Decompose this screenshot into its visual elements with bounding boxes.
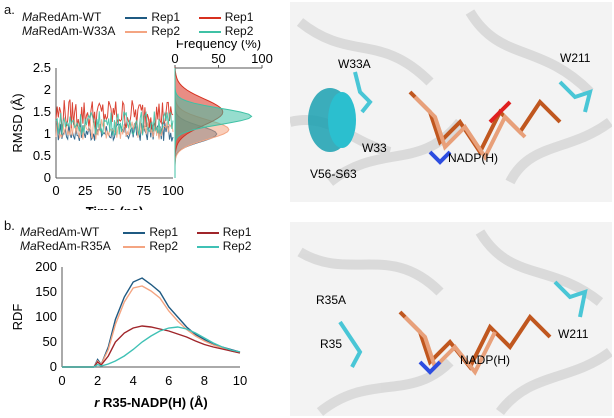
legend-entry: Rep1 — [222, 225, 252, 239]
protein-structure-a-graphic: W33A W211 W33 NADP(H) V56-S63 — [290, 9, 612, 186]
y-tick-label: 1.5 — [33, 104, 51, 119]
y-tick-label: 0.5 — [33, 148, 51, 163]
x-tick-label: 25 — [78, 183, 92, 198]
y-tick-label: 50 — [43, 334, 57, 349]
y-tick-label: 2 — [44, 82, 51, 97]
legend-name: RedAm-W33A — [38, 24, 116, 38]
legend-swatch — [125, 30, 148, 33]
label-nadph-b: NADP(H) — [460, 353, 510, 367]
rmsd-series-line — [55, 118, 174, 140]
legend-swatch — [198, 30, 221, 33]
rdf-series-line — [62, 326, 241, 368]
x-tick-label: 6 — [165, 373, 172, 388]
y-tick-label: 150 — [35, 284, 57, 299]
legend-swatch — [196, 245, 219, 248]
x-tick-label: 0 — [58, 373, 65, 388]
rdf-series-line — [62, 325, 241, 368]
label-v56-s63: V56-S63 — [310, 167, 357, 181]
legend-prefix: Ma — [20, 225, 37, 239]
x-tick-label: 2 — [94, 373, 101, 388]
legend-row-mutant: MaRedAm-R35A Rep2 Rep2 — [20, 239, 251, 253]
legend-entry: Rep2 — [224, 24, 254, 38]
legend-swatch — [123, 231, 146, 234]
label-r35: R35 — [320, 337, 342, 351]
label-w33: W33 — [362, 141, 387, 155]
y-tick-label: 1 — [44, 126, 51, 141]
legend-row-wt: MaRedAm-WT Rep1 Rep1 — [20, 225, 251, 239]
label-r35a: R35A — [316, 293, 346, 307]
freq-tick-label: 0 — [171, 51, 178, 66]
legend-entry: Rep2 — [149, 239, 179, 253]
panel-a-label: a. — [4, 2, 15, 17]
legend-swatch — [125, 16, 148, 19]
x-tick-label: 75 — [137, 183, 151, 198]
legend-row-wt: MaRedAm-WT Rep1 Rep1 — [22, 10, 253, 24]
freq-distribution-area — [174, 68, 253, 178]
label-w211: W211 — [558, 327, 589, 341]
legend-swatch — [198, 16, 221, 19]
y-axis-label: RMSD (Å) — [10, 93, 25, 152]
legend-prefix: Ma — [22, 10, 39, 24]
x-tick-label: 50 — [107, 183, 121, 198]
legend-entry: Rep1 — [224, 10, 254, 24]
y-axis-label: RDF — [10, 304, 25, 331]
label-nadph-a: NADP(H) — [448, 151, 498, 165]
rmsd-series-line — [55, 110, 174, 137]
legend-name: RedAm-WT — [38, 10, 102, 24]
rmsd-chart: 0 0.5 1 1.5 2 2.5 0 25 50 75 100 Time (ns) RMSD (Å) 0… — [10, 40, 273, 210]
freq-axis-label: Frequency (%) — [176, 40, 261, 51]
legend-entry: Rep2 — [151, 24, 181, 38]
legend-name: RedAm-WT — [36, 225, 100, 239]
y-tick-label: 2.5 — [33, 60, 51, 75]
structure-image-b: R35A R35 W211 NADP(H) — [290, 222, 612, 416]
rdf-chart: 0 50 100 150 200 0 2 4 6 8 10 r R35-NADP(H) (Å) RDF — [10, 259, 247, 410]
x-tick-label: 4 — [130, 373, 137, 388]
legend-entry: Rep1 — [151, 10, 181, 24]
label-w33a: W33A — [338, 57, 371, 71]
freq-tick-label: 100 — [251, 51, 273, 66]
x-tick-label: 10 — [233, 373, 247, 388]
legend-prefix: Ma — [22, 24, 39, 38]
panel-b-legend: MaRedAm-WT Rep1 Rep1 MaRedAm-R35A Rep2 R… — [20, 225, 251, 253]
rdf-series-line — [62, 285, 241, 368]
panel-a-legend: MaRedAm-WT Rep1 Rep1 MaRedAm-W33A Rep2 R… — [22, 10, 253, 38]
legend-row-mutant: MaRedAm-W33A Rep2 Rep2 — [22, 24, 253, 38]
y-tick-label: 0 — [50, 359, 57, 374]
x-tick-label: 0 — [52, 183, 59, 198]
label-w211: W211 — [560, 51, 591, 65]
legend-name: RedAm-R35A — [36, 239, 111, 253]
x-axis-label: r R35-NADP(H) (Å) — [94, 395, 207, 410]
x-axis-label: Time (ns) — [86, 204, 144, 210]
y-tick-label: 100 — [35, 309, 57, 324]
x-tick-label: 100 — [162, 183, 184, 198]
panel-b-label: b. — [4, 218, 15, 233]
protein-structure-b-graphic: R35A R35 W211 NADP(H) — [297, 229, 612, 416]
legend-swatch — [196, 231, 219, 234]
legend-prefix: Ma — [20, 239, 37, 253]
x-tick-label: 8 — [201, 373, 208, 388]
y-tick-label: 200 — [35, 259, 57, 274]
legend-swatch — [123, 245, 146, 248]
legend-entry: Rep1 — [149, 225, 179, 239]
y-tick-label: 0 — [44, 170, 51, 185]
freq-tick-label: 50 — [211, 51, 225, 66]
structure-image-a: W33A W211 W33 NADP(H) V56-S63 — [290, 2, 612, 202]
legend-entry: Rep2 — [222, 239, 252, 253]
